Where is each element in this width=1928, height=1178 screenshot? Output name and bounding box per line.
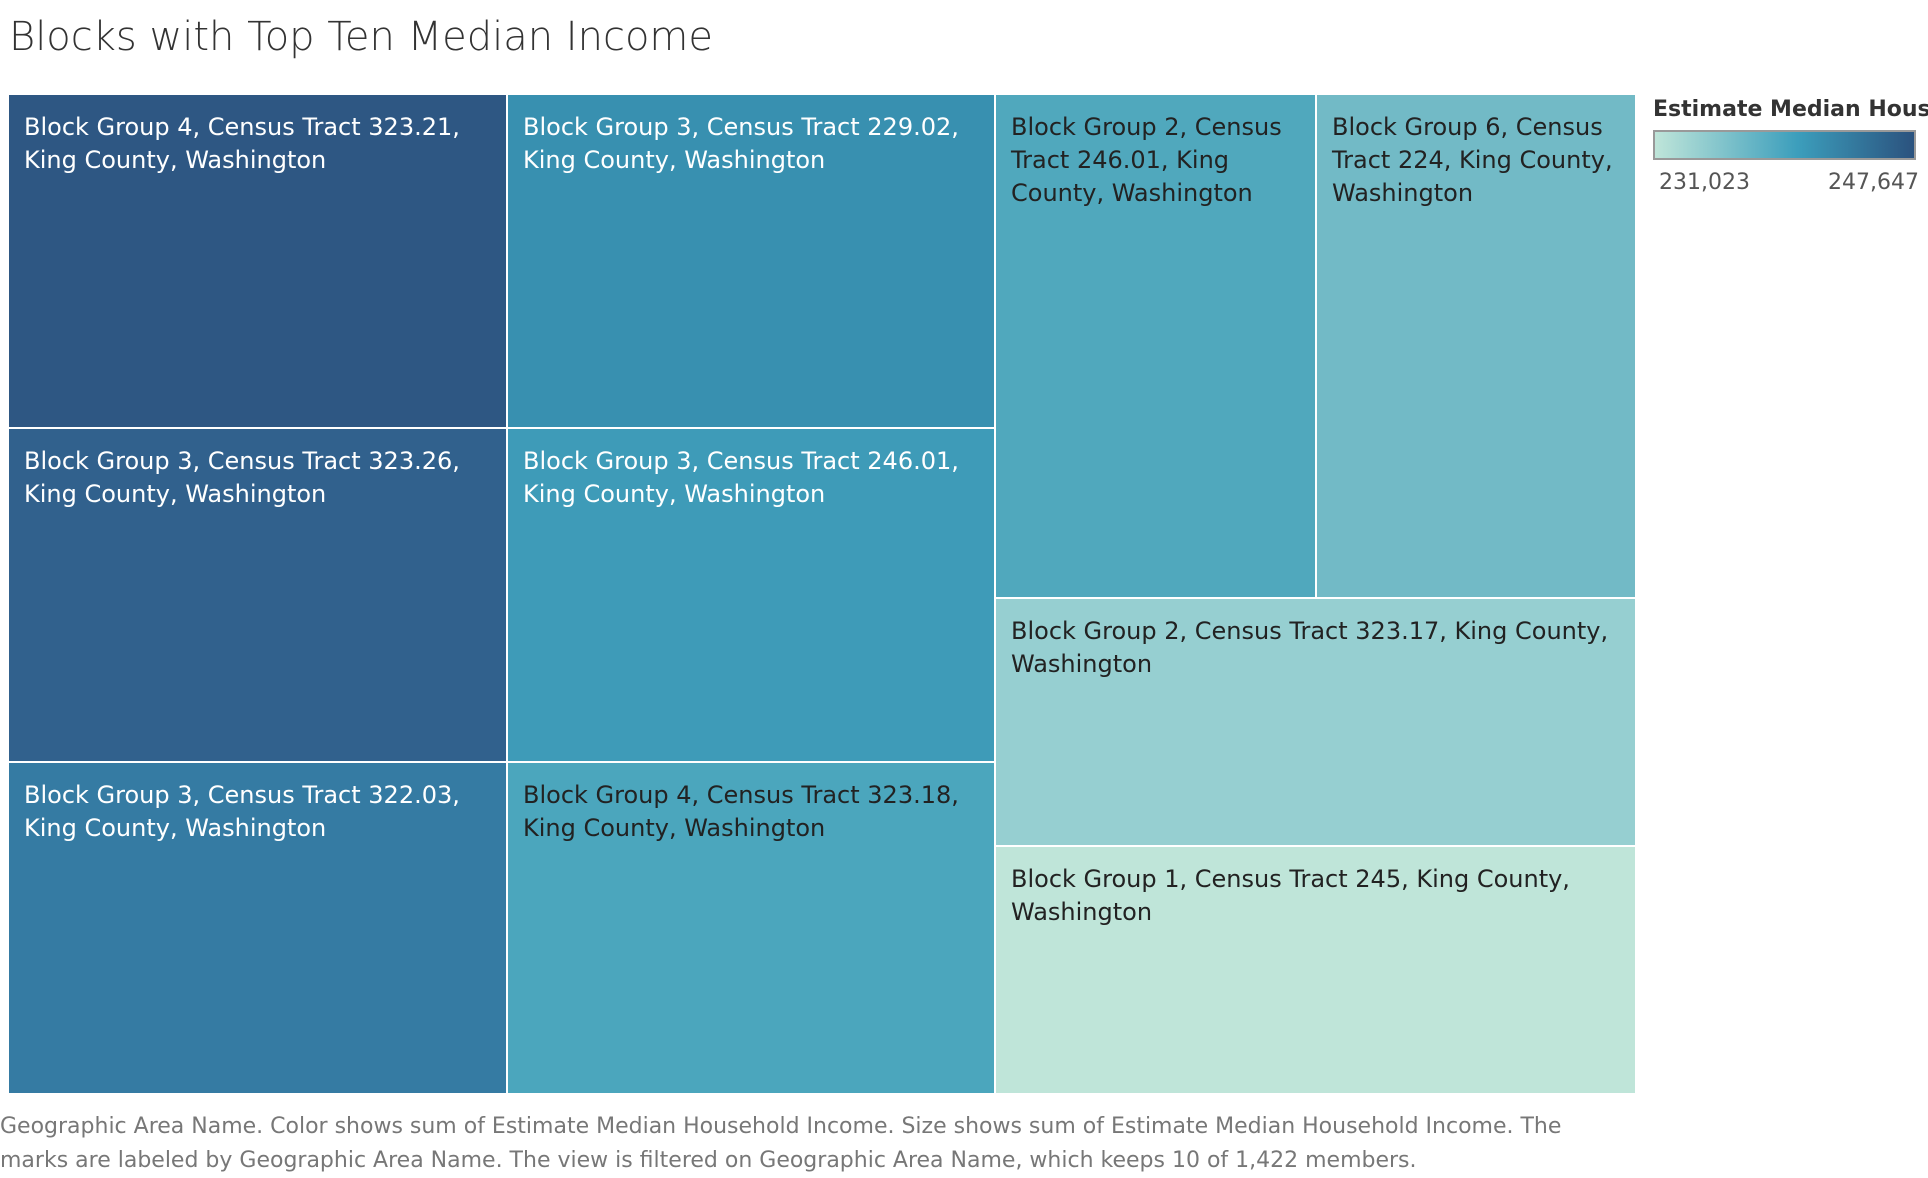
treemap-tile[interactable]: Block Group 1, Census Tract 245, King Co…	[996, 847, 1637, 1095]
legend-title: Estimate Median Hous..	[1653, 97, 1928, 122]
treemap-tile[interactable]: Block Group 3, Census Tract 323.26, King…	[9, 429, 508, 763]
tile-label: Block Group 3, Census Tract 229.02, King…	[523, 113, 959, 174]
color-legend: Estimate Median Hous.. 231,023 247,647	[1653, 97, 1928, 200]
treemap-tile[interactable]: Block Group 2, Census Tract 246.01, King…	[996, 95, 1317, 599]
tile-label: Block Group 6, Census Tract 224, King Co…	[1332, 113, 1613, 207]
legend-min-label: 231,023	[1659, 170, 1750, 195]
legend-gradient-bar	[1653, 130, 1916, 160]
chart-caption: Geographic Area Name. Color shows sum of…	[0, 1114, 1562, 1173]
treemap-tile[interactable]: Block Group 2, Census Tract 323.17, King…	[996, 599, 1637, 847]
treemap-tile[interactable]: Block Group 3, Census Tract 246.01, King…	[508, 429, 996, 763]
tile-label: Block Group 3, Census Tract 246.01, King…	[523, 447, 959, 508]
treemap-tile[interactable]: Block Group 6, Census Tract 224, King Co…	[1317, 95, 1637, 599]
legend-max-label: 247,647	[1828, 170, 1919, 195]
legend-ticks: 231,023 247,647	[1653, 170, 1919, 200]
tile-label: Block Group 4, Census Tract 323.21, King…	[24, 113, 460, 174]
treemap-tile[interactable]: Block Group 3, Census Tract 322.03, King…	[9, 763, 508, 1095]
chart-title: Blocks with Top Ten Median Income	[9, 14, 713, 60]
tile-label: Block Group 4, Census Tract 323.18, King…	[523, 781, 959, 842]
treemap-tile[interactable]: Block Group 4, Census Tract 323.18, King…	[508, 763, 996, 1095]
tile-label: Block Group 1, Census Tract 245, King Co…	[1011, 865, 1570, 926]
tile-label: Block Group 3, Census Tract 323.26, King…	[24, 447, 460, 508]
tile-label: Block Group 2, Census Tract 323.17, King…	[1011, 617, 1609, 678]
treemap: Block Group 4, Census Tract 323.21, King…	[9, 95, 1637, 1095]
treemap-tile[interactable]: Block Group 3, Census Tract 229.02, King…	[508, 95, 996, 429]
tile-label: Block Group 2, Census Tract 246.01, King…	[1011, 113, 1282, 207]
tile-label: Block Group 3, Census Tract 322.03, King…	[24, 781, 460, 842]
treemap-tile[interactable]: Block Group 4, Census Tract 323.21, King…	[9, 95, 508, 429]
